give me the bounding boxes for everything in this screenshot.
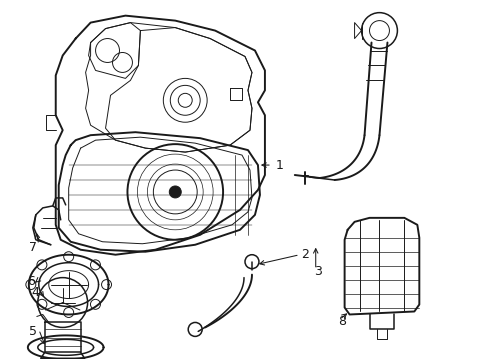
- Circle shape: [169, 186, 181, 198]
- Text: 5: 5: [29, 325, 37, 338]
- Text: 3: 3: [314, 265, 321, 278]
- Text: 2: 2: [301, 248, 309, 261]
- Text: 7: 7: [29, 241, 37, 254]
- Text: 4: 4: [31, 286, 39, 299]
- Text: 8: 8: [338, 315, 345, 328]
- Text: 6: 6: [27, 275, 35, 288]
- Text: 1: 1: [276, 158, 284, 172]
